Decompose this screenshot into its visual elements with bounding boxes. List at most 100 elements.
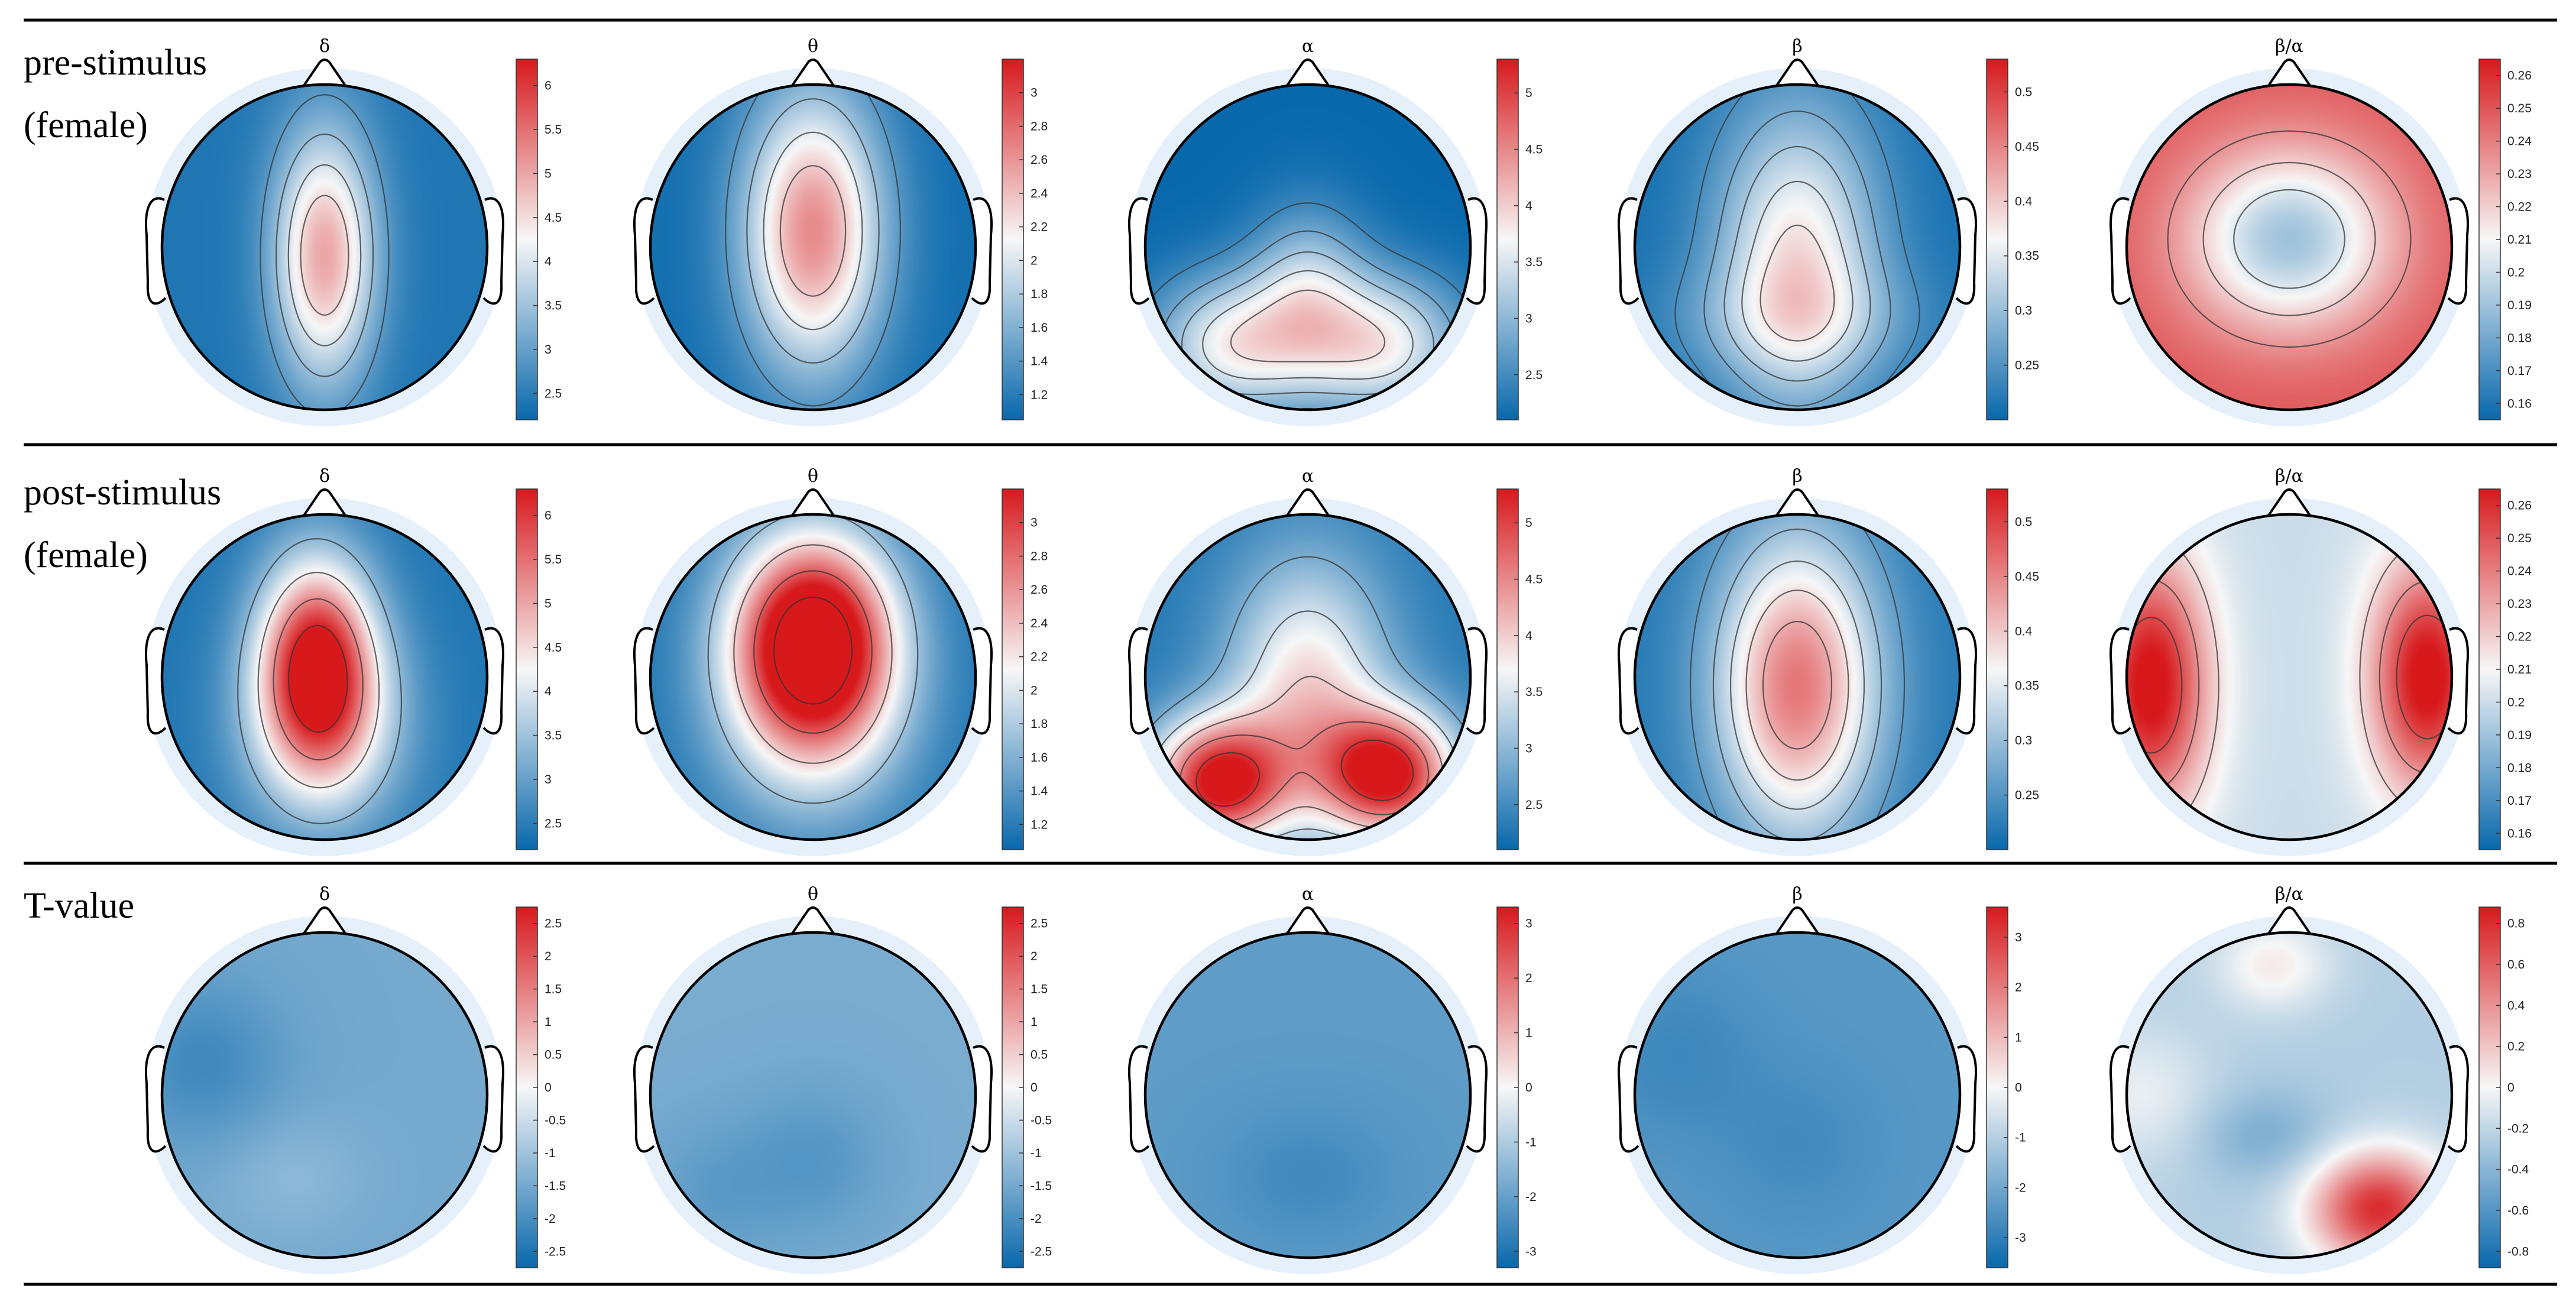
colorbar-tick-label: 4.5 — [545, 641, 562, 655]
topomap-1-0: δ 6 5.5 5 4.5 4 3.5 3 2.5 — [145, 466, 562, 856]
nose — [789, 906, 837, 937]
colorbar-tick-label: 2 — [1031, 684, 1038, 697]
topomap-heatfield — [2127, 932, 2452, 1258]
colorbar-tick-label: 5 — [1525, 86, 1532, 100]
colorbar-tick-label: -1.5 — [545, 1179, 566, 1193]
colorbar-tick-label: 0.3 — [2015, 304, 2032, 318]
colorbar-tick-label: 0.3 — [2015, 734, 2032, 747]
nose — [301, 59, 348, 89]
topomap-heatfield — [162, 85, 487, 410]
head-outline — [1633, 83, 1962, 412]
right-ear — [1955, 627, 1977, 735]
colorbar — [1986, 488, 2008, 850]
colorbar-tick-label: 0.5 — [2015, 515, 2032, 529]
colorbar-tick-label: 0.23 — [2507, 167, 2532, 181]
topomap-1-2: α 5 4.5 4 3.5 3 2.5 — [1128, 466, 1543, 856]
colorbar-tick-label: 0.26 — [2507, 499, 2532, 513]
colorbar-tick-label: 1.5 — [1031, 983, 1048, 996]
colorbar-tick-label: 0 — [1031, 1081, 1038, 1094]
colorbar-tick-label: -2.5 — [1031, 1245, 1052, 1258]
row-subtitle: (female) — [24, 535, 148, 575]
head-outline — [649, 931, 977, 1259]
colorbar-tick-label: 1 — [2015, 1031, 2022, 1044]
topomap-heatfield — [1145, 932, 1470, 1258]
colorbar — [1496, 59, 1519, 420]
nose — [2266, 906, 2313, 937]
colorbar-tick-label: 0.35 — [2015, 250, 2039, 263]
colorbar-tick-label: 5 — [545, 167, 552, 180]
colorbar-tick-label: 0.18 — [2507, 331, 2532, 345]
head-outline — [649, 513, 977, 841]
nose — [789, 488, 837, 519]
colorbar-tick-label: 1.4 — [1031, 785, 1048, 798]
nose — [789, 59, 837, 89]
head-outline — [160, 513, 489, 841]
colorbar-tick-label: 1.2 — [1031, 388, 1048, 401]
colorbar-tick-label: 1.6 — [1031, 321, 1048, 335]
colorbar-tick-label: -2 — [2015, 1181, 2026, 1194]
topomap-heatfield — [162, 514, 487, 840]
colorbar-tick-label: 4.5 — [1525, 573, 1543, 587]
colorbar-tick-label: 2.2 — [1031, 221, 1048, 234]
colorbar-tick-label: 2.5 — [1525, 368, 1543, 382]
right-ear — [2447, 197, 2469, 305]
colorbar-tick-label: -2 — [545, 1212, 556, 1226]
colorbar-tick-label: 2.6 — [1031, 153, 1048, 167]
head-outline — [2125, 931, 2454, 1259]
topomap-0-3: β 0.5 0.45 0.4 0.35 0.3 0.25 — [1618, 36, 2039, 426]
colorbar-tick-label: -0.8 — [2507, 1245, 2529, 1258]
colorbar-tick-label: 0.4 — [2015, 195, 2033, 208]
topomap-0-1: θ 3 2.8 2.6 2.4 2.2 2 1.8 1.6 1.4 1.2 — [633, 36, 1048, 426]
colorbar-tick-label: 6 — [545, 509, 552, 523]
right-ear — [482, 627, 504, 735]
colorbar-tick-label: 2 — [1031, 254, 1038, 267]
row-divider-lines — [24, 18, 2557, 1286]
colorbar-tick-label: 1 — [545, 1015, 552, 1029]
colorbar-tick-label: 6 — [545, 79, 552, 93]
head-outline — [1633, 931, 1962, 1259]
colorbar-tick-label: 0.24 — [2507, 135, 2532, 148]
colorbar-tick-label: 1 — [1031, 1015, 1038, 1029]
colorbar-tick-label: 1.5 — [545, 983, 562, 996]
right-ear — [2447, 1045, 2469, 1153]
colorbar-tick-label: -0.2 — [2507, 1122, 2529, 1135]
colorbar-tick-label: -0.4 — [2507, 1163, 2529, 1177]
topomap-2-4: β/α 0.8 0.6 0.4 0.2 0 -0.2 -0.4 -0.6 -0.8 — [2110, 884, 2529, 1274]
band-label: α — [1302, 466, 1314, 487]
topomap-0-0: δ 6 5.5 5 4.5 4 3.5 3 2.5 — [145, 36, 562, 426]
band-label: β — [1792, 466, 1802, 487]
topomap-heatfield — [650, 85, 976, 410]
contour-lines — [260, 94, 390, 409]
colorbar-tick-label: 0 — [545, 1081, 552, 1094]
colorbar-tick-label: 4.5 — [1525, 143, 1543, 157]
colorbar-tick-label: 5 — [1525, 516, 1532, 530]
band-label: θ — [808, 884, 818, 905]
colorbar-tick-label: 2.8 — [1031, 119, 1048, 133]
band-label: β/α — [2275, 884, 2303, 905]
colorbar-tick-label: 0.2 — [2507, 695, 2525, 709]
colorbar-tick-label: 2.5 — [545, 387, 562, 400]
colorbar-tick-label: 0.25 — [2015, 789, 2039, 802]
head-outline — [649, 83, 977, 412]
topomap-heatfield — [1635, 514, 1960, 840]
row-title: post-stimulus — [24, 472, 221, 513]
nose — [1774, 59, 1821, 89]
row-title: T-value — [24, 886, 134, 926]
colorbar-tick-label: 2.5 — [1031, 917, 1048, 931]
colorbar-tick-label: 0.19 — [2507, 299, 2532, 312]
colorbar-tick-label: 0.26 — [2507, 69, 2532, 83]
colorbar-tick-label: 2.2 — [1031, 650, 1048, 664]
row-2: T-value δ 2.5 2 1.5 1 0.5 0 -0.5 -1 -1.5 -2 -2.5 θ 2.5… — [24, 884, 2529, 1274]
colorbar-tick-label: 1.8 — [1031, 717, 1048, 731]
colorbar-tick-label: 3 — [1525, 312, 1532, 325]
colorbar-tick-label: 5.5 — [545, 123, 562, 137]
colorbar-tick-label: 1.8 — [1031, 287, 1048, 301]
colorbar-tick-label: 4 — [1525, 199, 1532, 213]
left-ear — [633, 197, 655, 305]
colorbar-tick-label: 3.5 — [1525, 255, 1543, 269]
head-outline — [160, 83, 489, 412]
colorbar-tick-label: 5 — [545, 597, 552, 610]
colorbar-tick-label: -1.5 — [1031, 1179, 1052, 1193]
colorbar-tick-label: 3.5 — [1525, 685, 1543, 699]
colorbar — [1002, 59, 1024, 420]
